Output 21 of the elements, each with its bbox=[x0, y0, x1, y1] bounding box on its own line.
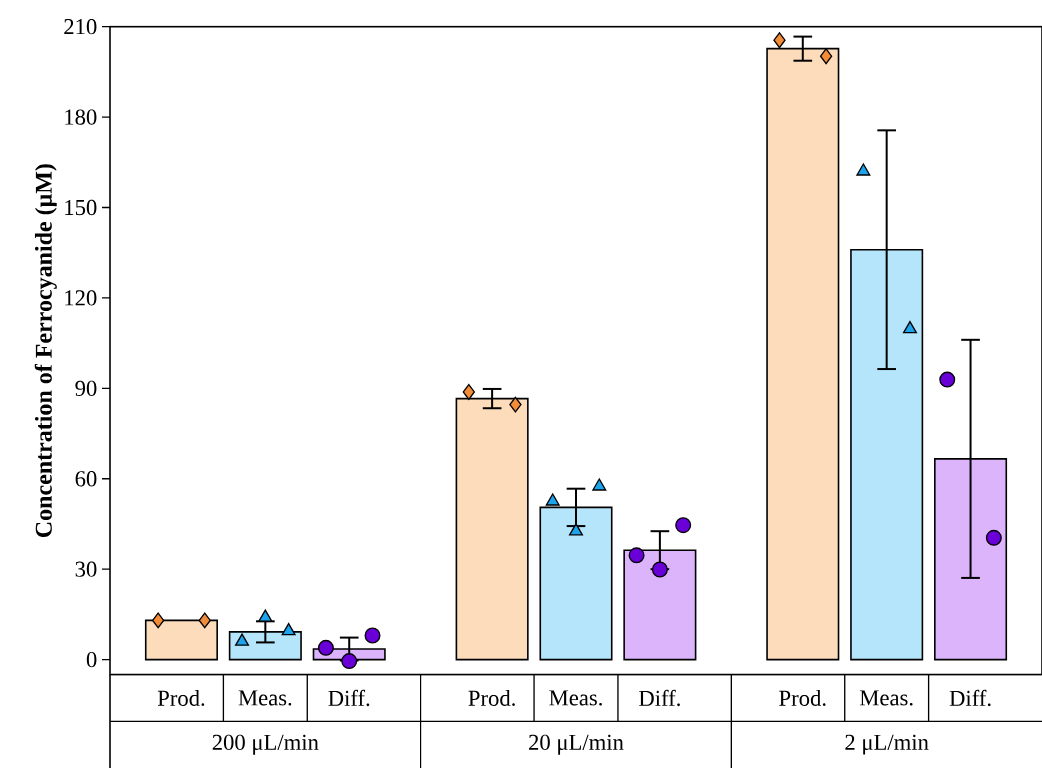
legend-label: Diff. bbox=[328, 689, 370, 707]
y-tick-label: 210 bbox=[64, 19, 97, 35]
x-tick-label: 200 μL/min bbox=[212, 734, 319, 755]
x-tick-label: 20 μL/min bbox=[529, 734, 624, 755]
x-tick-label: 2 μL/min bbox=[845, 734, 929, 755]
y-tick-label: 150 bbox=[65, 199, 97, 216]
y-tick-label: 90 bbox=[75, 380, 97, 396]
y-tick-label: 180 bbox=[65, 109, 97, 125]
y-axis-title: Concentration of Ferrocyanide (μM) bbox=[34, 164, 57, 538]
text: Meas. bbox=[859, 690, 913, 706]
y-tick-label: 30 bbox=[75, 561, 97, 577]
series-label: Prod. bbox=[157, 689, 205, 707]
y-tick-label: 120 bbox=[65, 290, 97, 306]
legend-label: Meas. bbox=[238, 690, 292, 706]
text: Meas. bbox=[549, 690, 602, 706]
y-tick-label: 0 bbox=[86, 651, 97, 668]
text: Diff. bbox=[639, 689, 680, 707]
text: Prod. bbox=[468, 689, 515, 707]
text: Prod. bbox=[779, 689, 826, 707]
text: Diff. bbox=[949, 689, 991, 707]
y-tick-label: 60 bbox=[75, 471, 97, 487]
